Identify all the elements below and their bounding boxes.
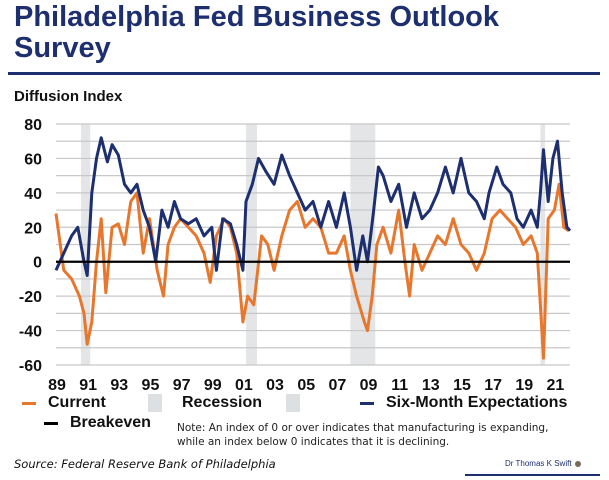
legend-swatch-breakeven bbox=[44, 421, 58, 425]
y-tick-label: -40 bbox=[19, 324, 42, 341]
legend-label: Breakeven bbox=[70, 414, 151, 431]
author-logo-icon bbox=[574, 460, 581, 467]
legend-expectations: Six-Month Expectations bbox=[360, 394, 567, 412]
legend-swatch-recession-2 bbox=[286, 394, 301, 412]
x-tick-label: 07 bbox=[328, 377, 346, 394]
x-tick-label: 97 bbox=[173, 377, 191, 394]
y-tick-label: -60 bbox=[19, 358, 42, 375]
series-line-current bbox=[54, 182, 570, 360]
author-credit: Dr Thomas K Swift bbox=[505, 459, 581, 468]
legend-label: Recession bbox=[182, 394, 263, 411]
note-annotation: Note: An index of 0 or over indicates th… bbox=[177, 421, 548, 449]
author-name: Dr Thomas K Swift bbox=[505, 459, 572, 468]
x-tick-label: 19 bbox=[515, 377, 533, 394]
title-rule bbox=[8, 72, 600, 75]
y-axis-label: Diffusion Index bbox=[14, 88, 123, 105]
series-line-six-month-expectations bbox=[54, 136, 572, 277]
legend-label: Six-Month Expectations bbox=[386, 394, 568, 411]
source-text: Source: Federal Reserve Bank of Philadel… bbox=[14, 457, 276, 471]
x-tick-label: 03 bbox=[266, 377, 284, 394]
legend-current: Current bbox=[22, 394, 106, 412]
y-tick-label: 0 bbox=[33, 255, 42, 272]
x-tick-label: 21 bbox=[547, 377, 565, 394]
x-tick-label: 13 bbox=[422, 377, 440, 394]
x-tick-label: 93 bbox=[110, 377, 128, 394]
x-tick-label: 99 bbox=[204, 377, 222, 394]
y-tick-label: 20 bbox=[24, 220, 42, 237]
plot-area: 80 60 40 20 0 -20 -40 -60 89 91 93 95 97 99 01 03 05 07 09… bbox=[19, 117, 572, 394]
x-tick-label: 11 bbox=[391, 377, 408, 394]
legend-label: Current bbox=[48, 394, 106, 411]
y-tick-label: 40 bbox=[24, 186, 42, 203]
x-tick-label: 89 bbox=[48, 377, 66, 394]
y-tick-label: 60 bbox=[24, 151, 42, 168]
x-tick-label: 95 bbox=[142, 377, 160, 394]
note-line-2: while an index below 0 indicates that it… bbox=[177, 436, 450, 448]
x-tick-label: 01 bbox=[235, 377, 253, 394]
x-tick-label: 15 bbox=[453, 377, 471, 394]
note-line-1: Note: An index of 0 or over indicates th… bbox=[177, 422, 549, 434]
y-tick-label: -20 bbox=[19, 289, 42, 306]
x-tick-label: 91 bbox=[79, 377, 97, 394]
footer-rule bbox=[465, 474, 600, 476]
x-tick-label: 17 bbox=[484, 377, 502, 394]
legend-recession: Recession bbox=[148, 394, 301, 412]
y-tick-label: 80 bbox=[24, 117, 42, 134]
legend-breakeven: Breakeven bbox=[44, 414, 151, 432]
x-tick-label: 05 bbox=[297, 377, 315, 394]
legend-swatch-current bbox=[22, 401, 36, 405]
legend-swatch-expectations bbox=[360, 401, 374, 405]
legend-swatch-recession bbox=[148, 394, 162, 412]
chart-title: Philadelphia Fed Business Outlook Survey bbox=[14, 1, 500, 64]
x-tick-label: 09 bbox=[360, 377, 378, 394]
